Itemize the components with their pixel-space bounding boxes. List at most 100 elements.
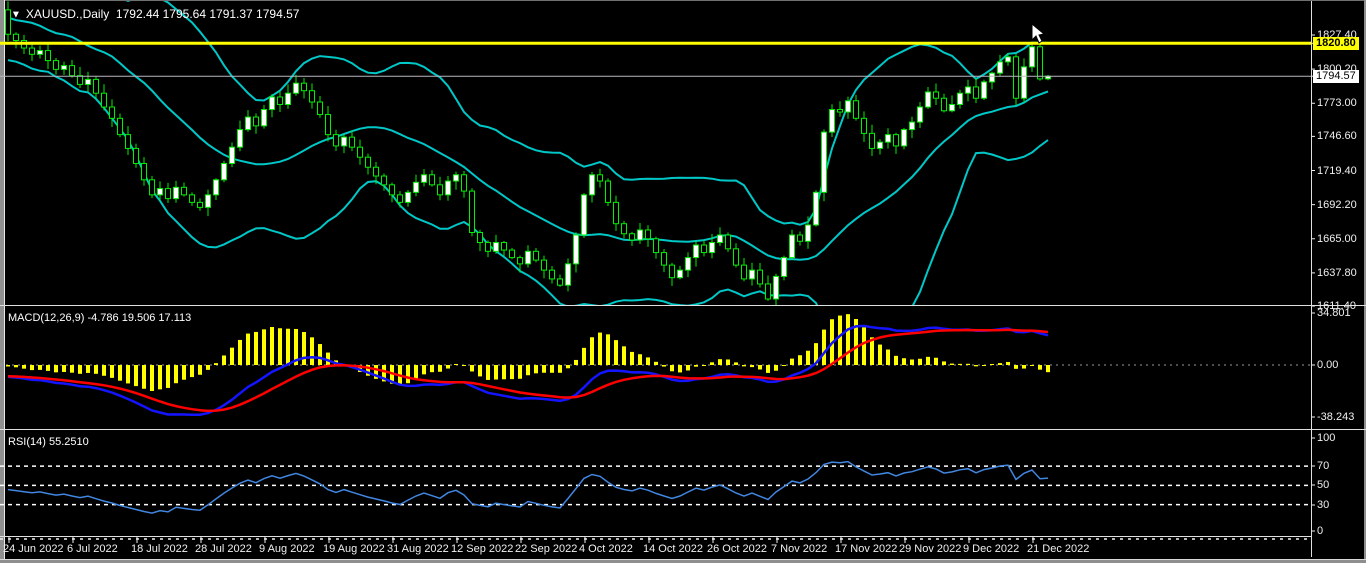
candle-body — [621, 223, 627, 235]
macd-histogram-bar — [958, 363, 962, 365]
macd-histogram-bar — [550, 365, 554, 373]
macd-histogram-bar — [934, 357, 938, 365]
candle-body — [701, 244, 707, 254]
candle-body — [1037, 46, 1043, 80]
macd-histogram-bar — [454, 364, 458, 365]
candle — [453, 171, 459, 190]
candle — [749, 262, 755, 286]
macd-histogram-bar — [54, 365, 58, 373]
time-label: 19 Aug 2022 — [323, 543, 385, 555]
price-tick-label[interactable]: 1692.20 — [1317, 198, 1357, 211]
candle-body — [869, 132, 875, 149]
rsi-tick-label[interactable]: 70 — [1317, 460, 1330, 472]
candle — [173, 180, 179, 203]
candle — [869, 124, 875, 157]
candle-body — [629, 233, 635, 241]
candle — [533, 247, 539, 263]
panel-splitter-rsi-axis[interactable] — [0, 536, 1311, 537]
candle — [669, 262, 675, 286]
candle — [565, 258, 571, 292]
main-chart-area[interactable] — [0, 1, 1311, 305]
candle — [1005, 53, 1011, 66]
time-axis[interactable] — [0, 537, 1311, 557]
candle-body — [373, 166, 379, 177]
macd-histogram-bar — [542, 365, 546, 373]
candle — [157, 181, 163, 201]
candle — [405, 189, 411, 207]
candle-body — [469, 190, 475, 233]
price-tick-label[interactable]: 1746.60 — [1317, 130, 1357, 143]
candle-body — [805, 224, 811, 242]
candle-body — [613, 201, 619, 225]
macd-signal-line — [7, 328, 1049, 413]
candle-body — [325, 114, 331, 136]
macd-tick-label[interactable]: 34.801 — [1317, 307, 1351, 319]
candle — [421, 169, 427, 187]
macd-histogram-bar — [702, 365, 706, 366]
time-label: 29 Nov 2022 — [899, 543, 962, 555]
macd-histogram-bar — [614, 340, 618, 365]
candle-body — [501, 242, 507, 251]
candle-body — [173, 186, 179, 200]
candle — [85, 71, 91, 92]
candle — [317, 96, 323, 118]
candle-body — [597, 174, 603, 182]
candle-body — [117, 117, 123, 136]
window-border-bottom[interactable] — [0, 559, 1366, 563]
price-tick-label[interactable]: 1773.00 — [1317, 97, 1357, 110]
candle — [685, 252, 691, 278]
macd-histogram-bar — [622, 346, 626, 365]
candle — [1045, 74, 1051, 81]
panel-splitter-main-macd[interactable] — [0, 305, 1366, 306]
candle-body — [149, 179, 155, 196]
candle — [613, 195, 619, 231]
macd-histogram-bar — [22, 365, 26, 369]
macd-indicator-area[interactable] — [0, 307, 1311, 429]
macd-histogram-bar — [46, 365, 50, 371]
macd-tick-label[interactable]: 0.00 — [1317, 359, 1339, 371]
chart-ohlc-values: 1792.44 1795.64 1791.37 1794.57 — [115, 7, 300, 21]
price-tick-label[interactable]: 1637.80 — [1317, 266, 1357, 279]
rsi-tick-label[interactable]: 30 — [1317, 499, 1330, 511]
candle-body — [101, 92, 107, 108]
candle — [477, 229, 483, 252]
macd-histogram-bar — [694, 365, 698, 367]
rsi-tick-label[interactable]: 100 — [1317, 432, 1336, 444]
candle-body — [661, 252, 667, 266]
rsi-tick-label[interactable]: 0 — [1317, 525, 1324, 537]
candle — [709, 234, 715, 259]
price-tick-label[interactable]: 1611.40 — [1317, 300, 1356, 313]
rsi-line — [7, 460, 1049, 514]
price-tick-label[interactable]: 1665.00 — [1317, 232, 1357, 245]
macd-histogram-bar — [878, 344, 882, 365]
macd-histogram-bar — [134, 365, 138, 387]
rsi-tick-label[interactable]: 50 — [1317, 479, 1330, 491]
candle-body — [69, 65, 75, 77]
macd-histogram-bar — [782, 365, 786, 366]
candle — [309, 83, 315, 109]
price-tick-label[interactable]: 1719.40 — [1317, 164, 1357, 177]
bollinger-upper-band — [125, 1, 1048, 226]
macd-tick-label[interactable]: -38.243 — [1317, 411, 1355, 423]
time-label: 31 Aug 2022 — [387, 543, 449, 555]
hline-price-label[interactable]: 1820.80 — [1313, 37, 1359, 51]
macd-histogram-bar — [726, 359, 730, 365]
candle-body — [109, 106, 115, 119]
candle-body — [37, 50, 43, 55]
candle — [957, 89, 963, 109]
candle-body — [213, 179, 219, 196]
macd-histogram-bar — [422, 365, 426, 375]
rsi-indicator-area[interactable] — [0, 431, 1311, 536]
candle — [365, 153, 371, 175]
window-border-right[interactable] — [1364, 0, 1366, 563]
chart-dropdown-icon[interactable]: ▼ — [10, 8, 21, 20]
time-label: 9 Dec 2022 — [963, 543, 1020, 555]
candle — [381, 173, 387, 191]
panel-splitter-macd-rsi[interactable] — [0, 429, 1366, 430]
current-price-label[interactable]: 1794.57 — [1313, 70, 1359, 84]
candle — [909, 116, 915, 139]
macd-histogram-bar — [926, 356, 930, 365]
candle — [125, 126, 131, 156]
macd-histogram-bar — [102, 365, 106, 376]
